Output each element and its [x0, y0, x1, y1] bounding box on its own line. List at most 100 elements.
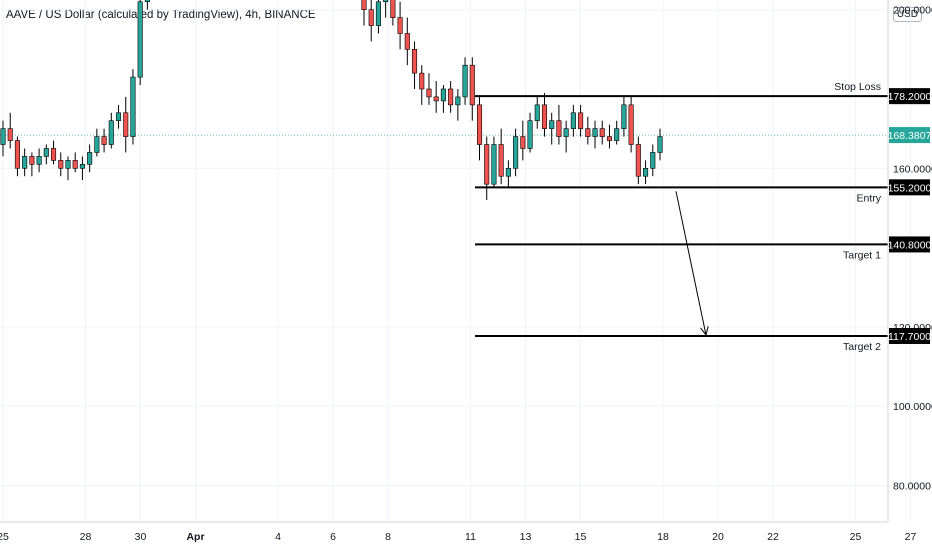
candle [527, 112, 533, 153]
candle [361, 0, 367, 26]
candle [29, 152, 35, 177]
candle-body [549, 120, 555, 129]
candle-body [513, 136, 519, 169]
candle-body [635, 144, 641, 177]
candle-body [7, 128, 13, 141]
candle-body [469, 64, 475, 106]
chart-grid [0, 0, 911, 522]
candle-body [491, 144, 497, 185]
candle [14, 136, 20, 177]
candle-body [448, 88, 454, 106]
candle [592, 120, 598, 149]
candle-body [79, 164, 85, 169]
candle-body [455, 96, 461, 106]
candle-body [578, 112, 584, 129]
level-tag [889, 236, 930, 253]
candle [43, 144, 49, 165]
x-tick-label: 22 [767, 531, 779, 543]
time-axis: 25 28 30 Apr 4 6 8 11 13 15 18 20 22 25 27 [0, 531, 916, 543]
candle-body [599, 128, 605, 137]
candle [534, 96, 540, 129]
candle [498, 128, 504, 185]
candle-body [123, 112, 129, 137]
candle-body [534, 104, 540, 122]
candle [628, 96, 634, 153]
candle [375, 0, 381, 34]
candle [368, 0, 374, 42]
candle [101, 128, 107, 153]
candle-body [383, 0, 389, 3]
candle-body [144, 0, 150, 3]
candle-body [22, 156, 28, 169]
candle-body [484, 144, 490, 185]
candle [484, 136, 490, 201]
level-name: Target 2 [843, 341, 881, 353]
arrow-shaft [675, 191, 707, 336]
candle-body [563, 128, 569, 137]
candle-body [130, 76, 136, 137]
x-tick-label: 4 [275, 531, 281, 543]
candle-body [520, 136, 526, 149]
candle-body [433, 96, 439, 102]
candle-body [426, 88, 432, 98]
candle [123, 96, 129, 153]
level-tag-label: 140.8000 [888, 239, 932, 251]
price-axis: 280.0000260.0000240.0000220.0000200.0000… [888, 5, 932, 493]
candle [426, 73, 432, 105]
candle [115, 104, 122, 129]
candle [462, 57, 468, 105]
candle-body [65, 160, 71, 169]
candle [79, 156, 85, 181]
candle [36, 148, 42, 173]
x-tick-label: 25 [850, 531, 862, 543]
candle [549, 112, 555, 145]
candle-body [527, 120, 533, 149]
projection-arrow [675, 191, 709, 337]
candle-body [541, 104, 548, 129]
candle [469, 57, 475, 121]
candle-body [108, 120, 114, 145]
candle [643, 160, 649, 185]
candle-body [375, 1, 381, 26]
candle [404, 17, 410, 66]
candle [383, 0, 389, 18]
candle-body [390, 0, 396, 18]
currency-button[interactable]: USD [892, 7, 922, 22]
level-tag [889, 179, 930, 196]
candle [650, 144, 656, 177]
candle [94, 128, 100, 157]
candle-body [614, 128, 620, 141]
candle [65, 156, 71, 181]
candle [7, 112, 13, 149]
candle [51, 140, 57, 165]
candle [563, 120, 569, 153]
candle-body [94, 136, 100, 153]
current-price-tag [889, 127, 930, 144]
candle [570, 104, 576, 137]
candle [411, 41, 418, 89]
candle [0, 120, 6, 157]
x-tick-label: 18 [657, 531, 669, 543]
candle [58, 152, 64, 177]
y-tick-label: 100.0000 [893, 401, 932, 413]
candle-body [585, 128, 591, 137]
candle [390, 0, 396, 26]
candle [513, 128, 519, 177]
candle [433, 81, 439, 113]
candle-body [621, 104, 627, 129]
candle-body [368, 9, 374, 26]
candle [137, 0, 143, 86]
candle-body [476, 104, 483, 145]
candle-body [137, 1, 143, 78]
x-tick-label: 28 [80, 531, 92, 543]
x-tick-label: 30 [135, 531, 147, 543]
candle [108, 112, 114, 149]
candle [614, 120, 620, 145]
candle-body [58, 160, 64, 169]
candle-body [628, 104, 634, 145]
candle [440, 85, 446, 113]
candle-body [361, 0, 367, 11]
candle-body [440, 88, 446, 102]
candle-body [87, 152, 93, 165]
